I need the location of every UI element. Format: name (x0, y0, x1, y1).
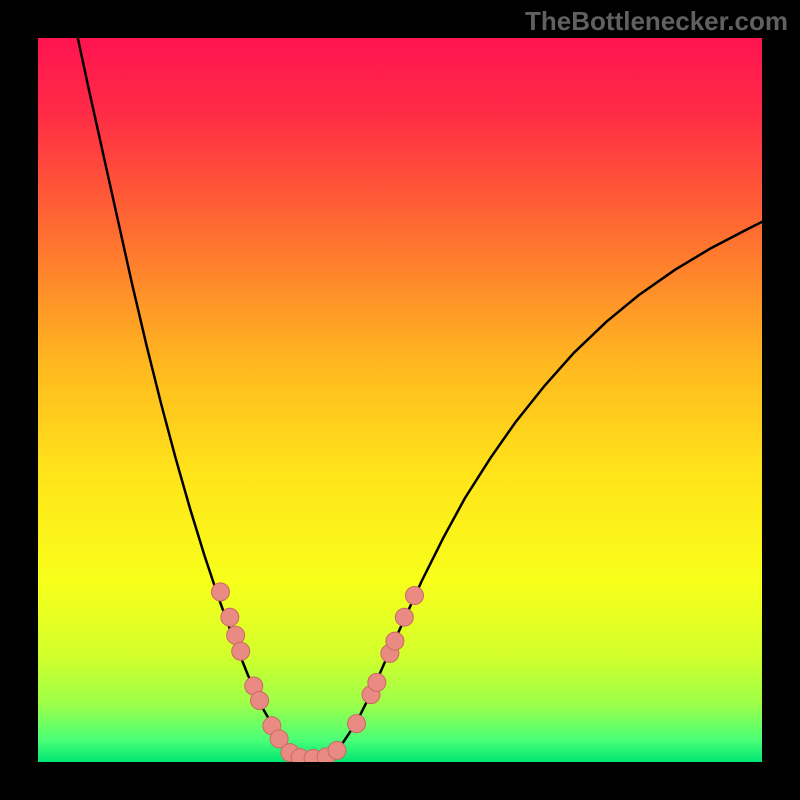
data-marker (211, 583, 229, 601)
data-marker (221, 608, 239, 626)
plot-area (38, 38, 762, 762)
gradient-background (38, 38, 762, 762)
data-marker (328, 741, 346, 759)
data-marker (227, 626, 245, 644)
data-marker (251, 691, 269, 709)
data-marker (232, 642, 250, 660)
data-marker (405, 586, 423, 604)
data-marker (368, 673, 386, 691)
data-marker (395, 608, 413, 626)
data-marker (386, 632, 404, 650)
data-marker (348, 715, 366, 733)
plot-svg (38, 38, 762, 762)
watermark-text: TheBottlenecker.com (525, 6, 788, 37)
